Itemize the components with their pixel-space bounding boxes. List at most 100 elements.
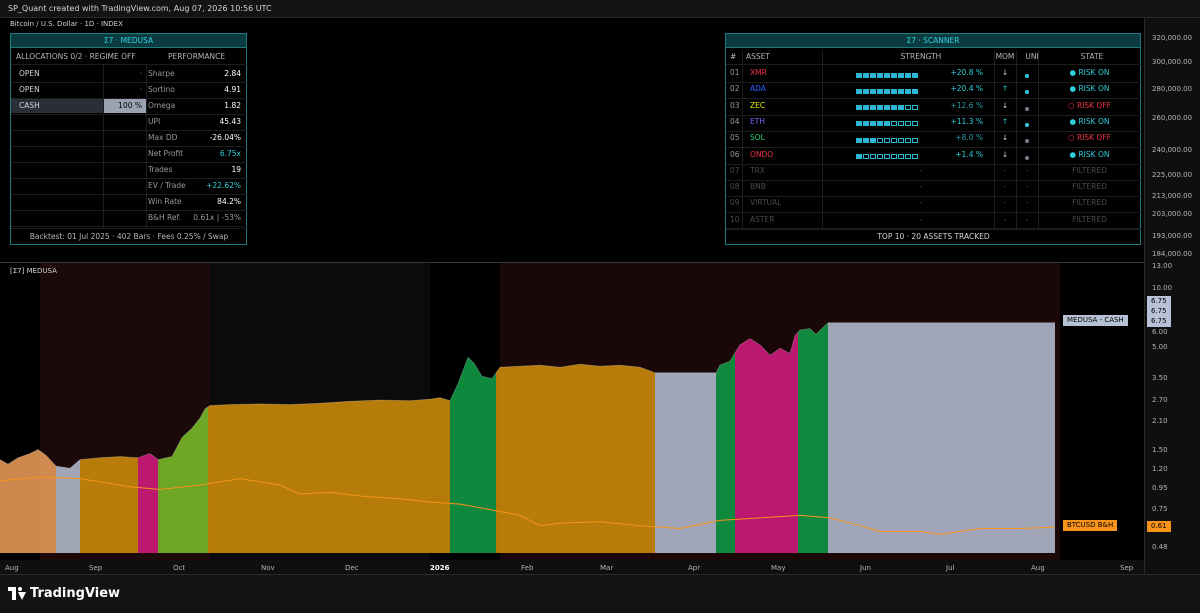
scanner-asset: BNB xyxy=(750,182,766,192)
universe-dot xyxy=(1025,106,1029,111)
strength-segment xyxy=(863,121,869,127)
strength-segment xyxy=(870,105,876,111)
scanner-rank: 04 xyxy=(730,116,740,126)
equity-value-tag: 6.75 xyxy=(1147,316,1171,327)
scanner-asset: ADA xyxy=(750,84,766,94)
equity-regime-segment xyxy=(138,453,158,553)
attribution-bar: SP_Quant created with TradingView.com, A… xyxy=(0,0,1200,18)
strength-segment xyxy=(870,154,876,159)
price-tick-label: 240,000.00 xyxy=(1152,146,1193,154)
allocation-value: · xyxy=(139,69,142,78)
price-tick-label: 300,000.00 xyxy=(1152,58,1193,66)
strength-segment xyxy=(884,88,890,94)
row-divider xyxy=(726,228,1141,230)
bh-series-label: BTCUSD B&H xyxy=(1063,520,1118,531)
row-divider xyxy=(11,162,247,163)
tradingview-wordmark: TradingView xyxy=(30,586,121,601)
strength-segment xyxy=(898,72,904,78)
strength-meter xyxy=(856,135,926,144)
momentum-arrow: - xyxy=(1003,198,1007,208)
tradingview-logo[interactable]: TradingView xyxy=(8,586,120,601)
tradingview-logo-icon xyxy=(8,587,26,600)
equity-regime-segment xyxy=(735,339,748,553)
scanner-panel: Σ7 · SCANNER # ASSET STRENGTH MOM UNI STATE 0… xyxy=(725,33,1141,245)
scanner-rank: 09 xyxy=(730,198,740,208)
performance-header: PERFORMANCE xyxy=(168,52,226,61)
state-label: ● RISK ON xyxy=(1069,68,1110,77)
scanner-rank: 08 xyxy=(730,182,740,192)
price-tick-label: 213,000.00 xyxy=(1152,192,1193,200)
medusa-panel: Σ7 · MEDUSA ALLOCATIONS 0/2 · REGIME OFF… xyxy=(10,33,247,245)
equity-regime-segment xyxy=(798,322,828,553)
strength-segment xyxy=(877,88,883,94)
price-tick-label: 184,000.00 xyxy=(1152,250,1193,258)
metric-value: 84.2% xyxy=(217,197,241,206)
column-divider xyxy=(1016,50,1017,228)
equity-value-tag: 6.75 xyxy=(1147,306,1171,317)
row-divider xyxy=(11,194,247,195)
time-tick-label: May xyxy=(771,564,786,572)
time-tick-label: Apr xyxy=(688,564,701,572)
row-divider xyxy=(11,146,247,147)
scanner-asset: VIRTUAL xyxy=(750,198,782,208)
indicator-tick-label: 1.50 xyxy=(1152,445,1168,454)
equity-regime-segment xyxy=(208,397,450,553)
strength-segment xyxy=(856,72,862,78)
indicator-tick-label: 0.95 xyxy=(1152,484,1168,493)
strength-segment xyxy=(898,154,904,159)
equity-regime-segment xyxy=(716,352,735,553)
row-divider xyxy=(726,179,1141,181)
scanner-column-header: UNI xyxy=(1025,52,1039,61)
attribution-text: SP_Quant created with TradingView.com, A… xyxy=(8,4,272,13)
equity-regime-segment xyxy=(655,372,716,553)
time-axis[interactable] xyxy=(0,560,1144,574)
scanner-asset: TRX xyxy=(750,165,765,175)
scanner-column-header: MOM xyxy=(995,52,1015,61)
strength-segment xyxy=(877,137,883,143)
scanner-column-header: STATE xyxy=(1080,52,1104,61)
price-tick-label: 260,000.00 xyxy=(1152,114,1193,122)
time-tick-label: Mar xyxy=(600,564,614,572)
universe-dot xyxy=(1025,139,1029,144)
symbol-legend[interactable]: Bitcoin / U.S. Dollar · 1D · INDEX xyxy=(10,20,123,28)
metric-value: -26.04% xyxy=(209,133,241,142)
equity-regime-segment xyxy=(748,332,798,553)
scanner-asset: ETH xyxy=(750,116,765,126)
metric-label: Max DD xyxy=(148,133,178,142)
strength-segment xyxy=(912,105,918,111)
row-divider xyxy=(11,210,247,211)
strength-percent: +8.0 % xyxy=(955,133,983,143)
strength-segment xyxy=(898,105,904,111)
strength-segment xyxy=(870,121,876,127)
time-tick-label: Sep xyxy=(89,564,103,572)
medusa-panel-title: Σ7 · MEDUSA xyxy=(11,34,246,48)
scanner-asset: ASTER xyxy=(750,214,775,224)
scanner-rank: 07 xyxy=(730,165,740,175)
allocation-name: OPEN xyxy=(19,85,40,94)
metric-label: UPI xyxy=(148,117,161,126)
cash-row-highlight xyxy=(11,98,103,113)
scanner-column-header: # xyxy=(730,52,737,61)
state-label: FILTERED xyxy=(1072,165,1107,175)
allocation-name: OPEN xyxy=(19,69,40,78)
footer-divider xyxy=(726,228,1141,229)
strength-segment xyxy=(884,105,890,111)
strength-meter xyxy=(856,152,926,161)
scanner-asset: ONDO xyxy=(750,149,774,159)
equity-chart xyxy=(0,263,1060,561)
strength-segment xyxy=(912,121,918,127)
strength-percent: +20.4 % xyxy=(950,84,984,94)
strength-segment xyxy=(912,154,918,159)
universe-placeholder: - xyxy=(1025,198,1029,208)
allocation-value: · xyxy=(139,85,142,94)
state-label: ○ RISK OFF xyxy=(1068,100,1111,110)
indicator-legend[interactable]: [Σ7] MEDUSA xyxy=(10,267,57,275)
strength-segment xyxy=(884,154,890,159)
strength-percent: +12.6 % xyxy=(950,100,984,110)
scanner-panel-title: Σ7 · SCANNER xyxy=(726,34,1140,48)
metric-value: 2.84 xyxy=(224,69,241,78)
strength-meter xyxy=(856,70,926,79)
indicator-pane[interactable] xyxy=(0,262,1144,561)
strength-segment xyxy=(856,88,862,94)
strength-segment xyxy=(884,72,890,78)
